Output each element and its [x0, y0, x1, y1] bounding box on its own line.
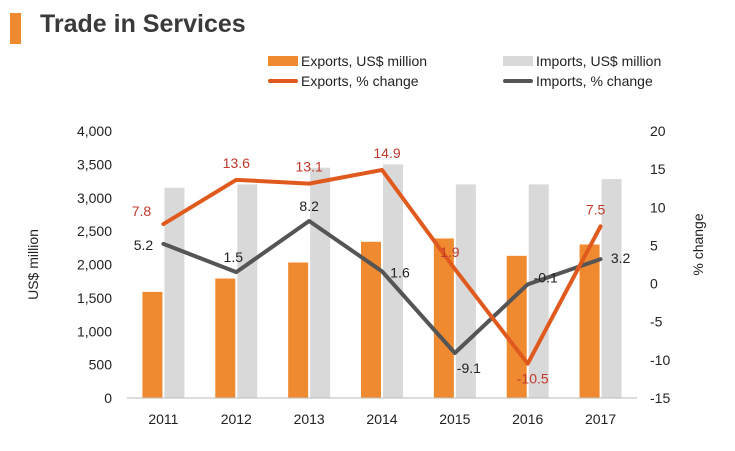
data-labels: 7.8 13.6 13.1 14.9 1.9 -10.5 7.5 5.2 1.5 8.2 1.6 -9… [132, 145, 631, 387]
imports-change-label: 1.6 [390, 264, 410, 280]
exports-bar [433, 238, 454, 398]
legend-swatch-exports-bar [268, 56, 298, 66]
exports-change-label: 7.5 [586, 201, 606, 217]
imports-bar [237, 184, 258, 398]
legend-imports-bar: Imports, US$ million [503, 53, 661, 69]
imports-bar [528, 184, 549, 398]
x-tick-label: 2017 [585, 411, 616, 427]
x-tick-label: 2016 [512, 411, 543, 427]
exports-bar [215, 278, 236, 398]
title-accent-bar [10, 13, 21, 44]
legend-exports-line: Exports, % change [268, 73, 419, 89]
y2-tick-label: 15 [650, 161, 666, 177]
legend-label-imports-bar: Imports, US$ million [536, 53, 662, 69]
y-tick-label: 3,000 [77, 190, 112, 206]
y-tick-label: 1,500 [77, 290, 112, 306]
legend-exports-bar: Exports, US$ million [268, 53, 427, 69]
y2-tick-label: -10 [650, 352, 670, 368]
x-tick-label: 2015 [439, 411, 470, 427]
y2-tick-label: 10 [650, 199, 666, 215]
exports-bar [142, 291, 163, 398]
y-tick-label: 2,500 [77, 223, 112, 239]
lines [161, 167, 603, 366]
y-axis-left-title: US$ million [25, 229, 41, 300]
x-tick-label: 2011 [148, 411, 178, 427]
legend-swatch-imports-bar [503, 56, 533, 66]
y2-tick-label: 20 [650, 123, 666, 139]
exports-bar [361, 241, 381, 398]
exports-change-label: 14.9 [373, 145, 400, 161]
exports-change-label: 1.9 [440, 244, 460, 260]
imports-bar [601, 179, 622, 398]
exports-change-label: -10.5 [517, 371, 549, 387]
imports-change-label: 1.5 [224, 249, 244, 265]
chart-title: Trade in Services [40, 10, 246, 38]
legend-swatch-exports-line [268, 79, 298, 83]
imports-change-label: -9.1 [457, 360, 481, 376]
y-tick-label: 4,000 [77, 123, 112, 139]
x-axis-ticks: 2011 2012 2013 2014 2015 2016 2017 [148, 411, 616, 427]
y-tick-label: 1,000 [77, 323, 112, 339]
imports-change-label: -0.1 [534, 269, 558, 285]
exports-bar [288, 262, 309, 398]
exports-change-line [161, 167, 603, 366]
y-axis-right-ticks: -15 -10 -5 0 5 10 15 20 [650, 123, 670, 406]
y2-tick-label: -5 [650, 314, 663, 330]
exports-change-label: 7.8 [132, 203, 152, 219]
imports-change-label: 5.2 [134, 237, 154, 253]
x-tick-label: 2012 [221, 411, 252, 427]
y-axis-right-title: % change [690, 213, 706, 275]
y-axis-left-ticks: 0 500 1,000 1,500 2,000 2,500 3,000 3,500 4,000 [77, 123, 112, 406]
imports-change-line [161, 219, 603, 355]
imports-bar [164, 187, 185, 398]
legend-label-imports-line: Imports, % change [536, 73, 653, 89]
exports-change-label: 13.6 [223, 155, 250, 171]
y-tick-label: 3,500 [77, 156, 112, 172]
legend-label-exports-bar: Exports, US$ million [301, 53, 428, 69]
exports-change-label: 13.1 [296, 159, 323, 175]
y2-tick-label: 5 [650, 237, 658, 253]
imports-change-label: 3.2 [611, 250, 631, 266]
imports-change-label: 8.2 [299, 198, 319, 214]
exports-bar [579, 244, 600, 398]
legend-imports-line: Imports, % change [503, 73, 653, 89]
y-tick-label: 0 [104, 390, 112, 406]
y2-tick-label: -15 [650, 390, 670, 406]
y-tick-label: 2,000 [77, 257, 112, 273]
y2-tick-label: 0 [650, 276, 658, 292]
x-tick-label: 2013 [294, 411, 325, 427]
x-tick-label: 2014 [366, 411, 397, 427]
legend-swatch-imports-line [503, 79, 533, 83]
legend-label-exports-line: Exports, % change [301, 73, 419, 89]
y-tick-label: 500 [89, 357, 113, 373]
